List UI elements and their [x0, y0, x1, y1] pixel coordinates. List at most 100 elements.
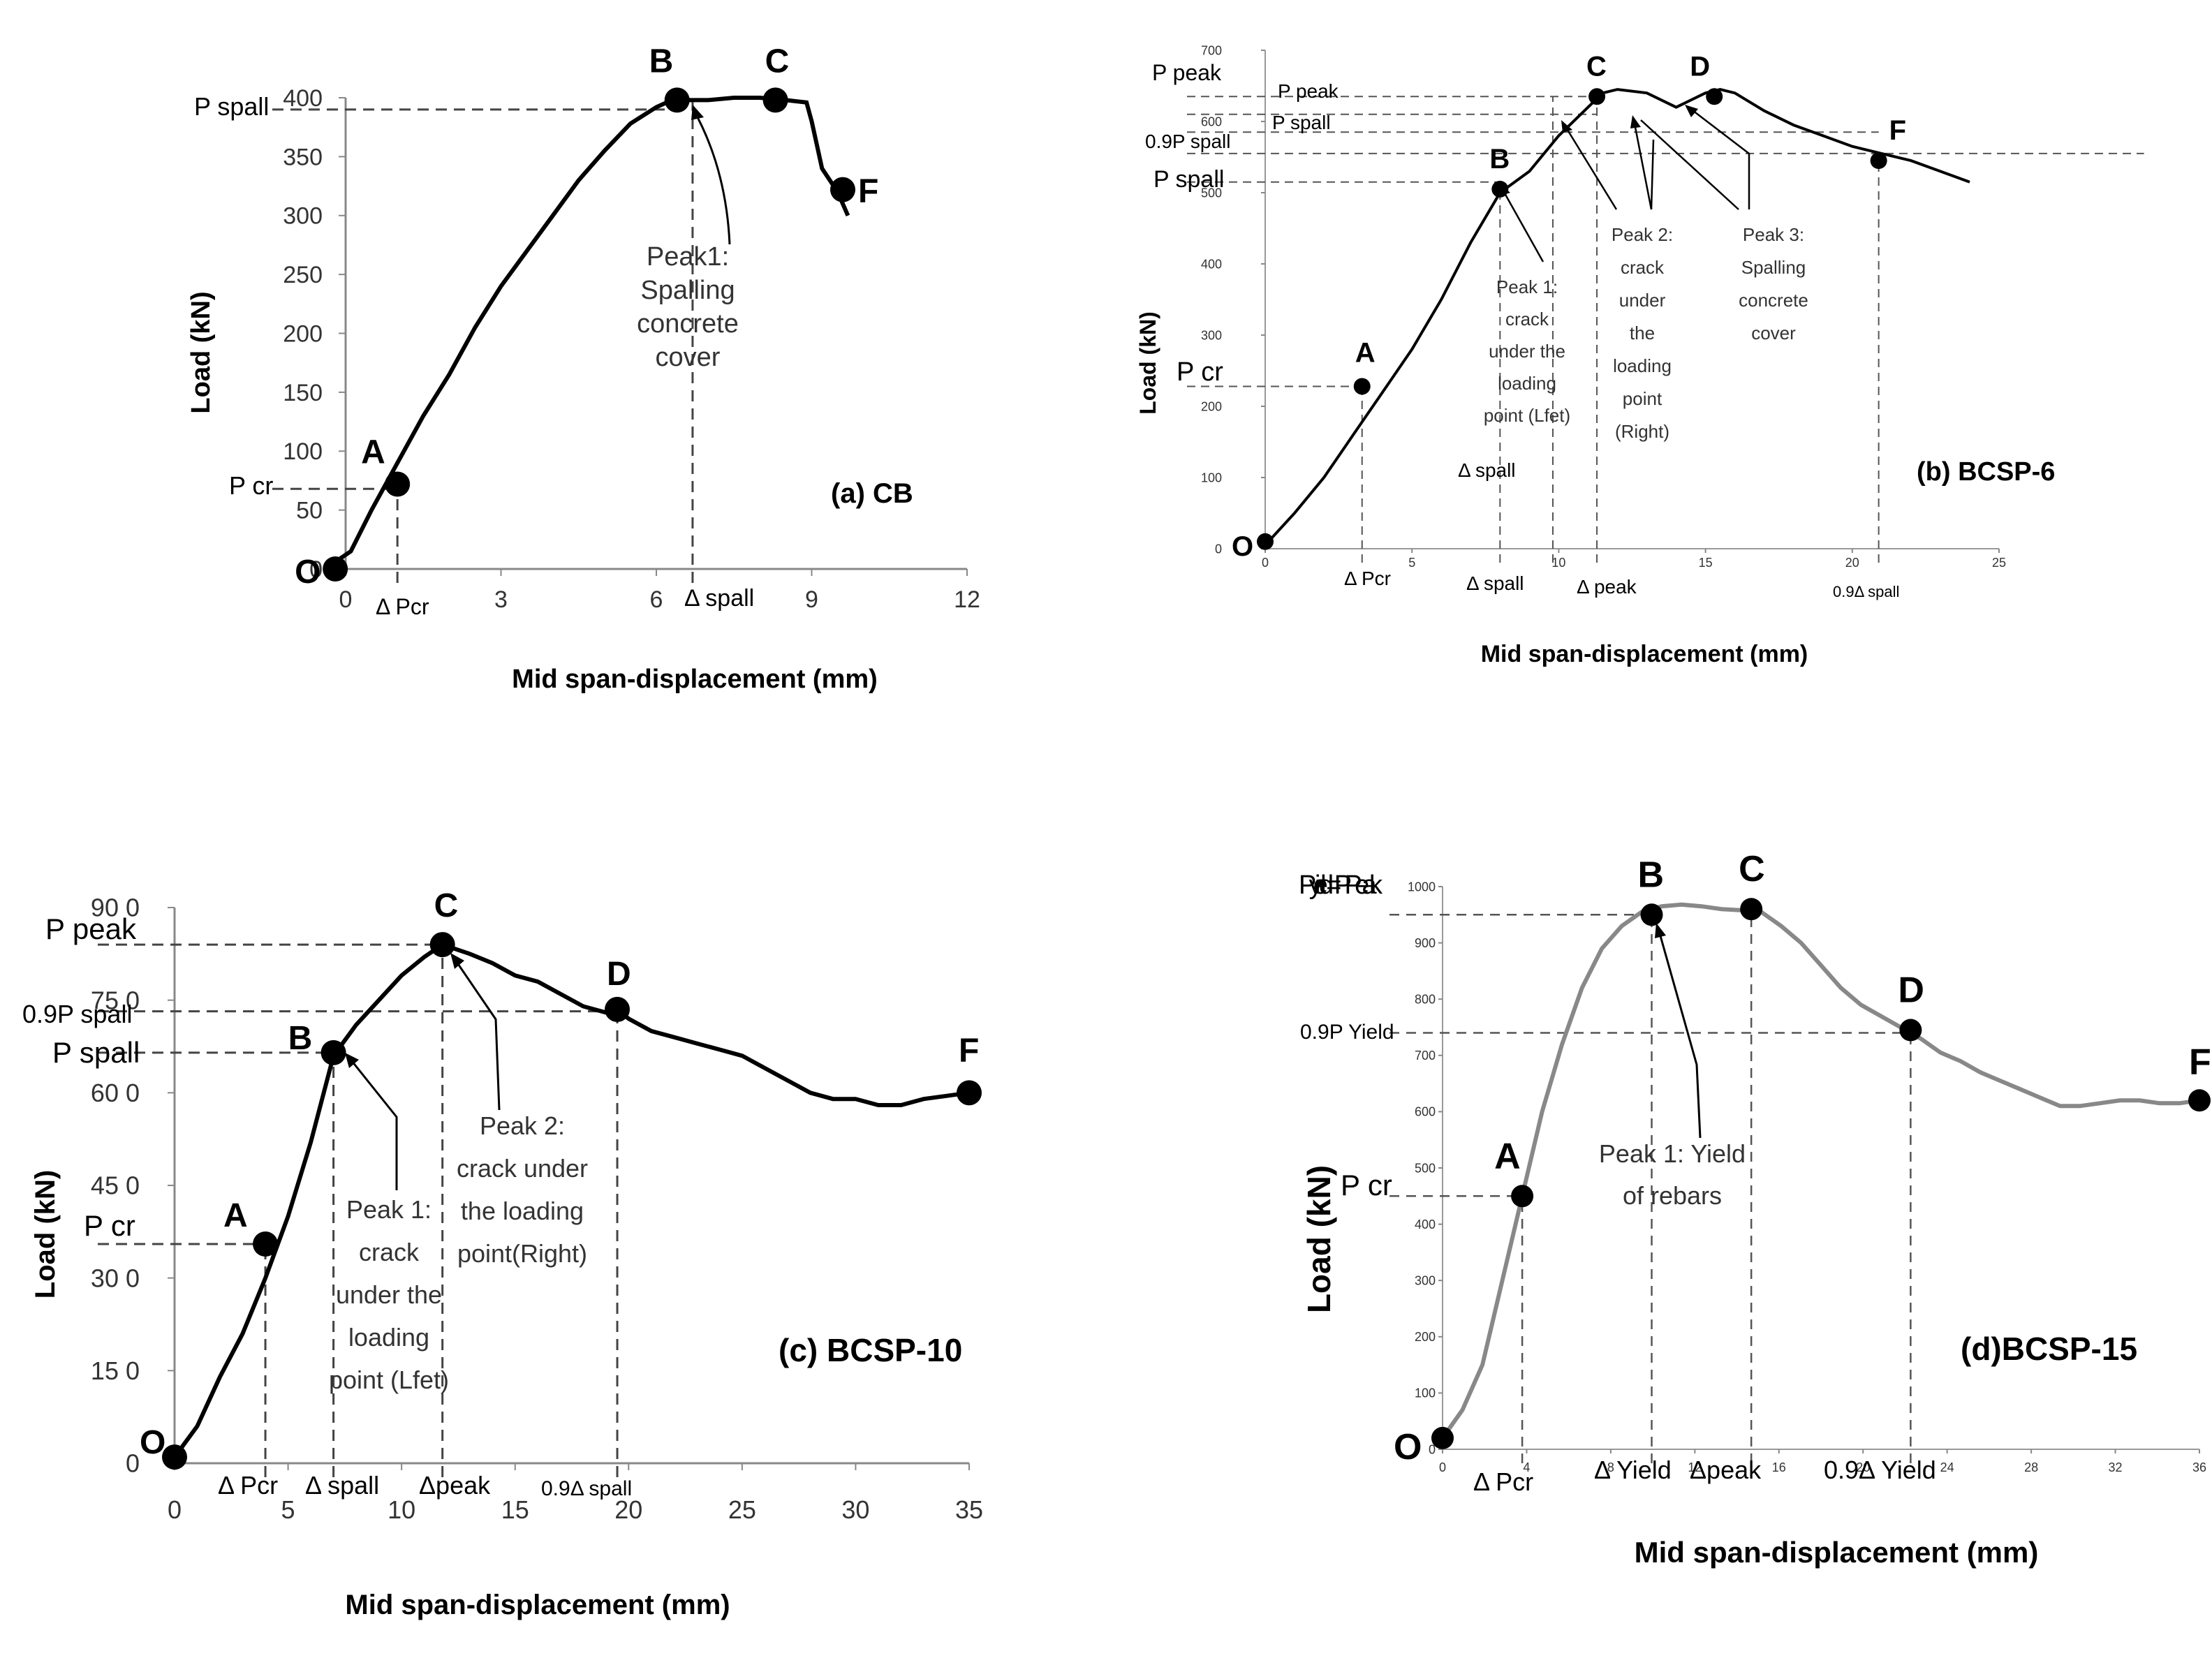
ref-label-p-spall: P spall [194, 92, 269, 121]
x-tick-label: 20 [1856, 1460, 1870, 1474]
panel-label: (d)BCSP-15 [1961, 1331, 2137, 1367]
reference-lines [1389, 909, 1912, 1463]
point-label-f: F [959, 1032, 979, 1069]
annotation-arrow [1689, 108, 1750, 209]
annotation-arrow [1650, 139, 1655, 210]
panel-label: (c) BCSP-10 [779, 1332, 962, 1368]
key-points: O A B C D F [140, 887, 982, 1470]
point-c [1740, 898, 1763, 921]
point-label-o: O [1232, 531, 1253, 562]
point-b [1640, 903, 1663, 926]
y-tick-label: 200 [1415, 1330, 1436, 1344]
ref-label-p-peak: P peak [1152, 60, 1222, 85]
annotation-line: point(Right) [457, 1239, 587, 1268]
point-label-d: D [607, 956, 631, 993]
annotation-arrow [1632, 119, 1653, 210]
point-o [323, 556, 348, 582]
x-tick-labels: 0 4 8 12 16 20 24 28 32 36 [1439, 1449, 2206, 1474]
ref-label-p-cr: P cr [1341, 1169, 1392, 1201]
x-tick-label: 10 [388, 1495, 415, 1524]
annotation-line: cover [656, 343, 721, 372]
y-tick-label: 0 [309, 556, 323, 583]
x-tick-label: 36 [2192, 1460, 2206, 1474]
annotation-line: Peak 2: [1612, 224, 1673, 245]
annotation-line: under the [1489, 341, 1565, 362]
y-tick-label: 350 [283, 144, 323, 170]
y-tick-label: 400 [1415, 1218, 1436, 1231]
ref-label-delta-pcr: Δ Pcr [1344, 568, 1391, 589]
x-tick-label: 0 [339, 586, 353, 613]
reference-lines [272, 100, 694, 583]
y-tick-labels: 0 15 0 30 0 45 0 60 0 75 0 90 0 [91, 894, 175, 1478]
key-points: O A B C D F [1232, 51, 1906, 562]
y-tick-label: 0 [1429, 1442, 1436, 1456]
x-tick-label: 5 [281, 1495, 295, 1524]
annotation-line: point (Lfet) [1484, 405, 1570, 426]
y-tick-label: 100 [1415, 1386, 1436, 1400]
point-label-a: A [1494, 1136, 1521, 1176]
annotation-arrow [1640, 119, 1739, 210]
x-tick-label: 0 [1262, 556, 1269, 570]
arrowhead [1685, 105, 1698, 117]
annotation-peak-1: Peak 1: Yield of rebars [1599, 1139, 1746, 1210]
annotation-arrow [1500, 186, 1544, 262]
point-label-a: A [1355, 337, 1376, 368]
annotation-line: concrete [637, 309, 739, 339]
y-tick-label: 500 [1201, 186, 1222, 200]
annotation-peak-2: Peak 2: crack under the loading point(Ri… [457, 1111, 588, 1268]
x-axis-title: Mid span-displacement (mm) [345, 1590, 730, 1620]
x-tick-label: 9 [805, 586, 818, 613]
y-tick-label: 50 [296, 498, 323, 524]
y-tick-label: 400 [1201, 257, 1222, 271]
ref-label-p-cr: P cr [1177, 357, 1223, 387]
annotation-line: Spalling [640, 276, 735, 305]
annotation-arrow [691, 108, 731, 245]
y-tick-label: 900 [1415, 936, 1436, 950]
point-label-f: F [858, 173, 878, 210]
point-b [664, 87, 690, 113]
y-tick-label: 150 [283, 380, 323, 406]
point-label-a: A [223, 1197, 248, 1234]
ref-label-p-spall: P spall [52, 1036, 140, 1069]
x-tick-label: 20 [1845, 556, 1859, 570]
annotation-line: Peak 2: [480, 1111, 565, 1140]
annotation-line: Peak 1: [1496, 276, 1558, 297]
y-axis-title: Load (kN) [30, 1170, 61, 1298]
y-tick-label: 200 [1201, 399, 1222, 413]
x-tick-label: 3 [494, 586, 508, 613]
annotation-arrow [348, 1057, 398, 1190]
annotation-line: loading [1613, 355, 1672, 376]
x-tick-label: 8 [1607, 1460, 1614, 1474]
point-label-f: F [1889, 115, 1906, 146]
annotation-line: point (Lfet) [329, 1366, 449, 1394]
ref-label-delta-spall: Δ spall [1466, 572, 1524, 594]
annotation-arrow [1563, 124, 1618, 210]
arrowhead [1499, 183, 1510, 195]
x-tick-label: 15 [1699, 556, 1713, 570]
x-tick-labels: 0 5 10 15 20 25 [1262, 549, 2006, 570]
ref-label-p-peak: P peak [45, 912, 137, 945]
x-tick-label: 0 [168, 1495, 182, 1524]
chart-panel-d: 0 100 200 300 400 500 600 700 800 900 1000 0 4 8 12 16… [1299, 849, 2211, 1569]
annotation-line: cover [1751, 323, 1796, 343]
annotation-peak-2: Peak 2: crack under the loading point (R… [1612, 224, 1673, 442]
point-f [2188, 1089, 2211, 1112]
y-axis-title: Load (kN) [1135, 311, 1160, 415]
y-tick-label: 90 0 [91, 894, 140, 922]
point-c [1588, 88, 1606, 105]
annotation-line: loading [348, 1323, 429, 1352]
ref-label-delta-yield: Δ Yield [1594, 1456, 1672, 1484]
ref-label-p-cr: P cr [229, 471, 273, 500]
annotation-line: point [1623, 388, 1662, 409]
y-tick-label: 300 [1415, 1274, 1436, 1288]
point-label-o: O [140, 1424, 165, 1461]
y-tick-label: 30 0 [91, 1264, 140, 1292]
point-label-c: C [1739, 849, 1765, 889]
y-axis-title: Load (kN) [1301, 1165, 1337, 1313]
y-tick-label: 500 [1415, 1161, 1436, 1175]
y-tick-label: 300 [1201, 328, 1222, 342]
point-a [1353, 378, 1371, 395]
annotation-line: under [1619, 290, 1666, 311]
point-b [320, 1039, 346, 1065]
x-axis-title: Mid span-displacement (mm) [1635, 1536, 2039, 1569]
